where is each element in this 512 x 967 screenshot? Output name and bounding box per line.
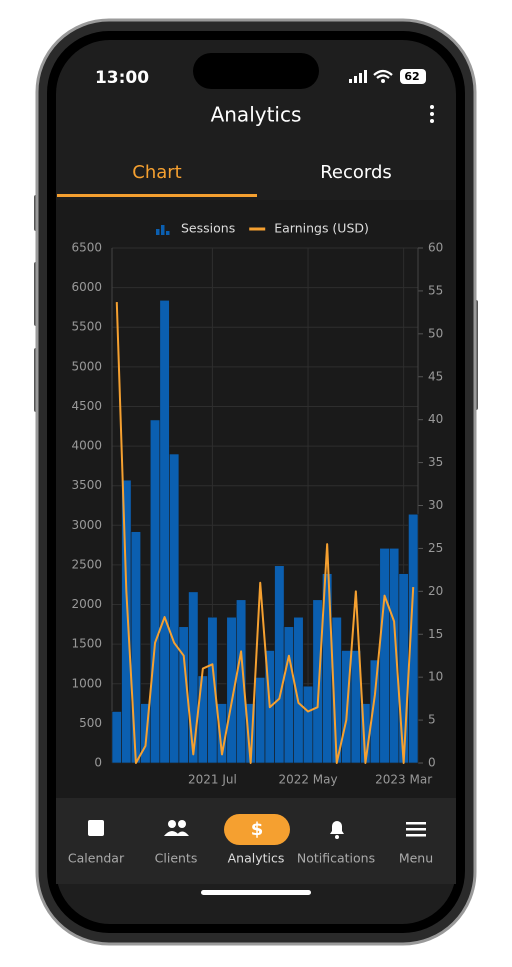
bar: [389, 547, 400, 764]
bar: [379, 547, 390, 764]
bar: [149, 419, 161, 764]
line: [115, 302, 415, 764]
wifi-icon: [381, 79, 385, 83]
y2-tick-label: 40: [428, 412, 443, 426]
y2-tick-label: 10: [428, 670, 443, 684]
signal-icon: [349, 70, 367, 83]
bar: [302, 685, 314, 764]
home-indicator: [201, 890, 311, 895]
y-tick-label: 6000: [71, 280, 102, 294]
y2-tick-label: 55: [428, 283, 443, 297]
nav-active-pill: [224, 814, 290, 845]
nav-label[interactable]: Menu: [399, 851, 433, 866]
dynamic-island: [193, 53, 319, 89]
bar: [207, 616, 218, 764]
x-tick-label: 2023 Mar: [375, 773, 432, 787]
y2-tick-label: 60: [428, 241, 443, 255]
legend-swatch: [166, 231, 170, 235]
y2-tick-label: 35: [428, 455, 443, 469]
y-tick-label: 2000: [71, 597, 102, 611]
y2-tick-label: 50: [428, 326, 443, 340]
x-tick-label: 2021 Jul: [188, 773, 237, 787]
legend-label: Sessions: [181, 221, 235, 236]
bar: [169, 453, 180, 764]
y-tick-label: 1500: [71, 637, 102, 651]
y2-tick-label: 20: [428, 584, 443, 598]
y-tick-label: 1000: [71, 676, 102, 690]
tab[interactable]: Records: [320, 162, 392, 183]
y2-tick-label: 45: [428, 369, 443, 383]
bar: [188, 591, 199, 764]
legend-swatch: [249, 227, 266, 231]
y2-tick-label: 0: [428, 756, 436, 770]
nav-label[interactable]: Analytics: [228, 851, 285, 866]
y-tick-label: 0: [94, 756, 102, 770]
y-tick-label: 5500: [71, 320, 102, 334]
bar: [312, 599, 323, 764]
legend-swatch: [156, 229, 160, 235]
bar: [197, 675, 208, 764]
y-tick-label: 5000: [71, 359, 102, 373]
nav-label[interactable]: Notifications: [297, 851, 375, 866]
bar: [130, 531, 141, 764]
y-tick-label: 500: [79, 716, 102, 730]
bar: [159, 299, 170, 764]
y-tick-label: 6500: [71, 241, 102, 255]
nav-icon: [88, 820, 426, 839]
page-title: Analytics: [211, 103, 302, 127]
bar: [255, 677, 266, 764]
bar: [121, 479, 132, 764]
nav-icon: $: [251, 819, 264, 840]
y-tick-label: 3500: [71, 478, 102, 492]
tab-indicator: [57, 194, 257, 197]
bar: [408, 513, 419, 764]
bar: [111, 711, 122, 764]
y2-tick-label: 25: [428, 541, 443, 555]
y-tick-label: 3000: [71, 518, 102, 532]
y-tick-label: 4500: [71, 399, 102, 413]
battery-icon: [400, 69, 426, 84]
tab[interactable]: Chart: [132, 162, 181, 183]
wifi-icon: [373, 69, 393, 79]
y2-tick-label: 15: [428, 627, 443, 641]
status-time: 13:00: [95, 68, 149, 88]
nav-label[interactable]: Clients: [155, 851, 198, 866]
bar: [398, 573, 409, 764]
battery-level: 62: [404, 70, 419, 83]
legend-label: Earnings (USD): [274, 221, 369, 236]
nav-label[interactable]: Calendar: [68, 851, 125, 866]
bar: [283, 626, 294, 764]
bar: [274, 565, 285, 764]
y2-tick-label: 5: [428, 713, 436, 727]
legend-swatch: [161, 225, 165, 235]
y-tick-label: 4000: [71, 439, 102, 453]
x-tick-label: 2022 May: [278, 773, 337, 787]
y2-tick-label: 30: [428, 498, 443, 512]
y-tick-label: 2500: [71, 557, 102, 571]
more-button[interactable]: [430, 105, 434, 123]
